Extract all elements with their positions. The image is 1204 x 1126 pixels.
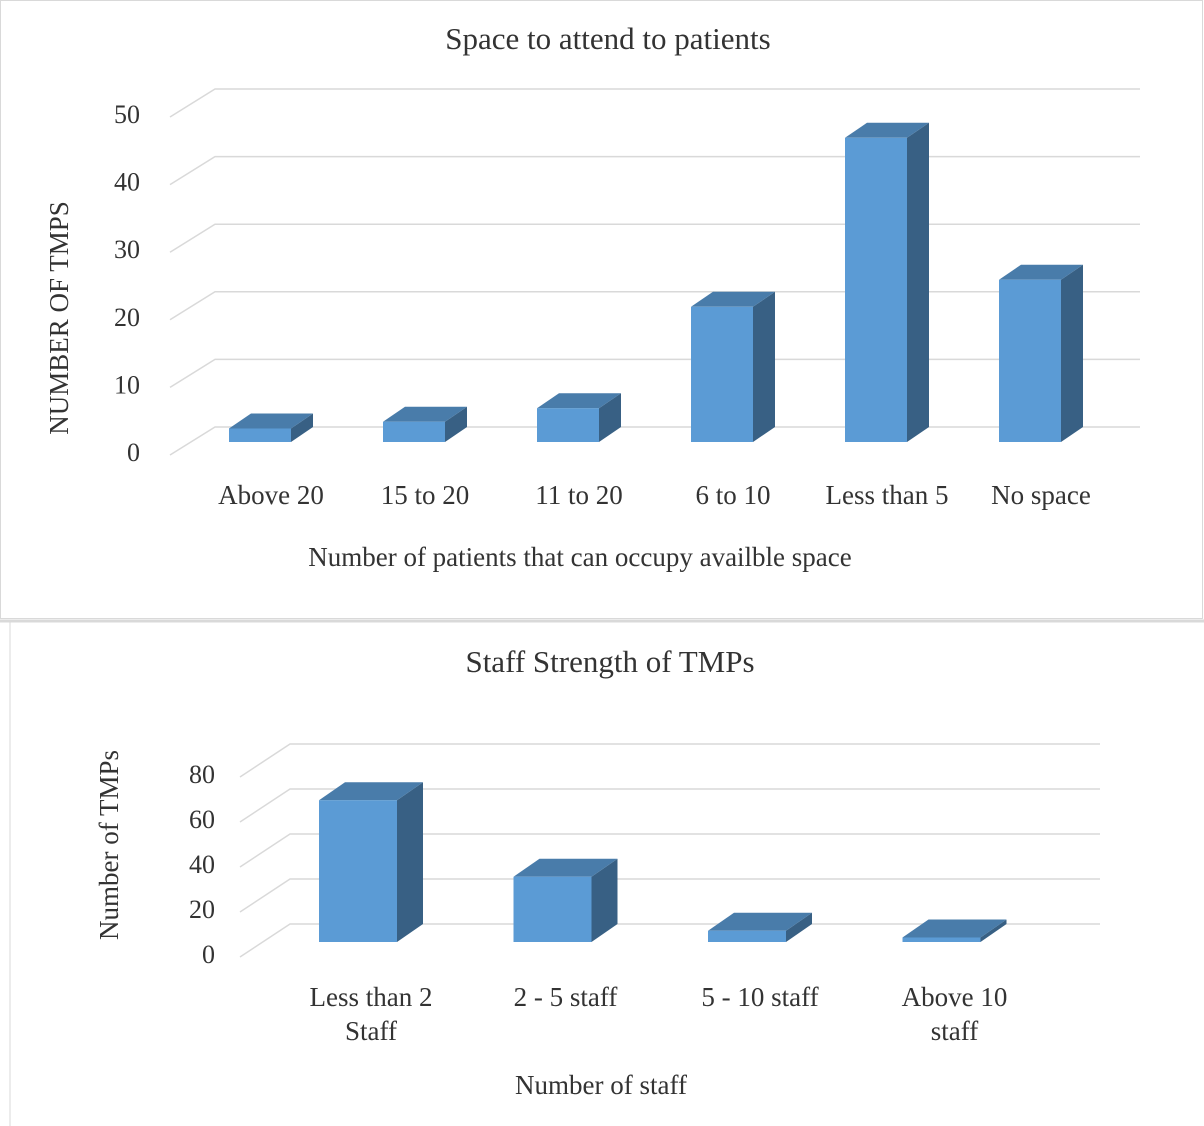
bar bbox=[691, 306, 753, 442]
grid-line bbox=[239, 833, 1100, 868]
y-tick-label: 60 bbox=[189, 805, 215, 834]
bar bbox=[229, 428, 291, 442]
grid-line bbox=[239, 878, 1100, 913]
x-tick-label: Less than 5 bbox=[825, 480, 949, 510]
y-tick-label: 80 bbox=[189, 760, 215, 789]
x-tick-label: Above 10 staff bbox=[901, 982, 1008, 1046]
bar bbox=[999, 279, 1061, 442]
y-tick-label: 20 bbox=[114, 303, 140, 332]
bar-top bbox=[319, 782, 423, 801]
bar-top bbox=[513, 858, 618, 877]
y-tick-label: 40 bbox=[114, 168, 140, 197]
chart-frame bbox=[0, 0, 1203, 619]
grid-line bbox=[169, 358, 1140, 389]
x-tick-label: 2 - 5 staff bbox=[513, 982, 618, 1012]
x-axis-title: Number of staff bbox=[515, 1070, 687, 1100]
bar-top bbox=[902, 919, 1007, 938]
bar-top bbox=[845, 122, 929, 138]
grid-line bbox=[239, 788, 1100, 823]
y-tick-label: 30 bbox=[114, 235, 140, 264]
x-tick-label: 11 to 20 bbox=[535, 480, 623, 510]
chart-title: Staff Strength of TMPs bbox=[465, 644, 754, 679]
bar-side bbox=[291, 413, 313, 442]
bar-side bbox=[591, 858, 618, 942]
bar-top bbox=[229, 413, 313, 429]
y-tick-label: 40 bbox=[189, 850, 215, 879]
bar-side bbox=[445, 406, 467, 442]
y-tick-label: 50 bbox=[114, 100, 140, 129]
bar bbox=[708, 930, 786, 942]
grid-line bbox=[169, 426, 1140, 456]
x-axis-title: Number of patients that can occupy avail… bbox=[308, 542, 852, 572]
x-tick-label: Less than 2 Staff bbox=[309, 982, 433, 1046]
bar-side bbox=[786, 912, 812, 942]
y-tick-label: 0 bbox=[202, 940, 215, 969]
y-tick-label: 0 bbox=[127, 438, 140, 467]
bar-top bbox=[537, 393, 621, 409]
grid-line bbox=[239, 923, 1100, 958]
bar bbox=[383, 421, 445, 442]
bar bbox=[537, 408, 599, 442]
bar-side bbox=[907, 122, 929, 443]
bar-side bbox=[753, 291, 775, 442]
bar-side bbox=[1061, 264, 1083, 442]
bar-top bbox=[708, 912, 812, 931]
grid-line bbox=[169, 155, 1140, 186]
x-tick-label: 15 to 20 bbox=[380, 480, 470, 510]
x-tick-label: 5 - 10 staff bbox=[701, 982, 819, 1012]
bar-side bbox=[397, 782, 423, 942]
y-axis-title: Number of TMPs bbox=[94, 750, 124, 940]
grid-line bbox=[169, 223, 1140, 253]
bar bbox=[319, 800, 397, 942]
bar bbox=[845, 137, 907, 443]
bar-top bbox=[999, 264, 1083, 280]
y-tick-label: 20 bbox=[189, 895, 215, 924]
y-axis-title: NUMBER OF TMPS bbox=[44, 201, 74, 435]
bar bbox=[513, 876, 592, 942]
x-tick-label: 6 to 10 bbox=[695, 480, 771, 510]
chart-title: Space to attend to patients bbox=[445, 21, 770, 56]
y-tick-label: 10 bbox=[114, 370, 140, 399]
bar-top bbox=[691, 291, 775, 307]
bar-side bbox=[980, 919, 1007, 942]
bar bbox=[902, 937, 981, 942]
grid-line bbox=[169, 88, 1140, 118]
bar-side bbox=[599, 393, 621, 442]
grid-line bbox=[169, 291, 1140, 321]
x-tick-label: No space bbox=[991, 480, 1091, 510]
bar-top bbox=[383, 406, 467, 422]
x-tick-label: Above 20 bbox=[218, 480, 324, 510]
grid-line bbox=[239, 743, 1100, 778]
